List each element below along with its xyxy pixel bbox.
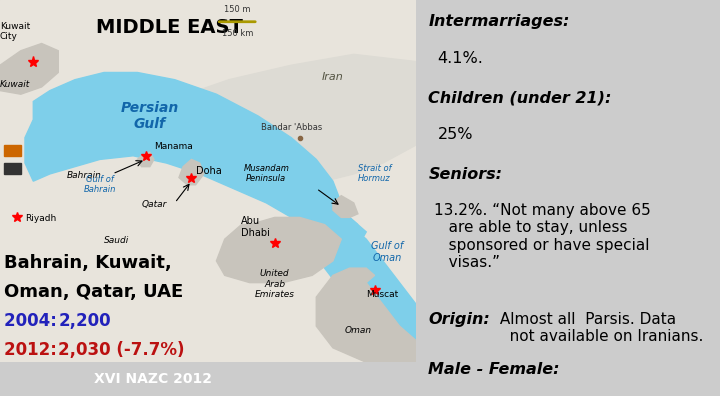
Text: Bandar 'Abbas: Bandar 'Abbas [261, 124, 322, 132]
Polygon shape [25, 72, 366, 253]
Text: Origin:: Origin: [428, 312, 490, 327]
Text: 2,030 (-7.7%): 2,030 (-7.7%) [58, 341, 185, 359]
Text: Muscat: Muscat [366, 290, 398, 299]
Text: Intermarriages:: Intermarriages: [428, 15, 570, 29]
Text: Male - Female:: Male - Female: [428, 362, 560, 377]
Text: Abu
Dhabi: Abu Dhabi [241, 216, 270, 238]
Text: 150 km: 150 km [222, 29, 253, 38]
Text: Iran: Iran [322, 72, 344, 82]
Text: Children (under 21):: Children (under 21): [428, 91, 612, 106]
Text: 4.1%.: 4.1%. [438, 51, 483, 66]
Text: Musandam
Peninsula: Musandam Peninsula [243, 164, 289, 183]
Text: 150 m: 150 m [224, 6, 251, 15]
Polygon shape [217, 217, 341, 283]
Text: Riyadh: Riyadh [25, 214, 56, 223]
Text: 25%: 25% [438, 127, 473, 142]
Text: Kuwait: Kuwait [0, 80, 30, 89]
Text: Doha: Doha [196, 166, 221, 176]
Text: 2,200: 2,200 [58, 312, 111, 329]
Text: Gulf of
Oman: Gulf of Oman [371, 241, 403, 263]
Text: Kuwait
City: Kuwait City [0, 22, 30, 41]
Polygon shape [179, 160, 204, 185]
Text: Almost all  Parsis. Data
   not available on Iranians.: Almost all Parsis. Data not available on… [495, 312, 703, 344]
Text: Gulf of
Bahrain: Gulf of Bahrain [84, 175, 116, 194]
Text: Oman, Qatar, UAE: Oman, Qatar, UAE [4, 283, 184, 301]
Text: Persian
Gulf: Persian Gulf [121, 101, 179, 131]
Text: MIDDLE EAST: MIDDLE EAST [96, 18, 243, 37]
Polygon shape [333, 196, 358, 217]
Polygon shape [166, 54, 416, 181]
Polygon shape [316, 268, 416, 362]
Bar [4, 145, 21, 156]
Polygon shape [316, 225, 416, 344]
Text: Manama: Manama [154, 141, 193, 150]
Text: Strait of
Hormuz: Strait of Hormuz [358, 164, 392, 183]
Text: Qatar: Qatar [141, 200, 166, 209]
Polygon shape [138, 152, 154, 167]
Text: Saudi: Saudi [104, 236, 129, 245]
Polygon shape [0, 44, 58, 94]
Text: 2012:: 2012: [4, 341, 68, 359]
Text: Seniors:: Seniors: [428, 167, 503, 182]
Polygon shape [316, 203, 358, 232]
Text: 2004:: 2004: [4, 312, 68, 329]
Text: Bahrain: Bahrain [66, 171, 102, 179]
Text: Oman: Oman [344, 326, 372, 335]
Text: Bahrain, Kuwait,: Bahrain, Kuwait, [4, 253, 172, 272]
Text: XVI NAZC 2012: XVI NAZC 2012 [94, 372, 212, 386]
Bar [4, 163, 21, 174]
Text: United
Arab
Emirates: United Arab Emirates [255, 269, 294, 299]
Polygon shape [0, 199, 416, 362]
Text: 13.2%. “Not many above 65
   are able to stay, unless
   sponsored or have speci: 13.2%. “Not many above 65 are able to st… [434, 203, 651, 270]
